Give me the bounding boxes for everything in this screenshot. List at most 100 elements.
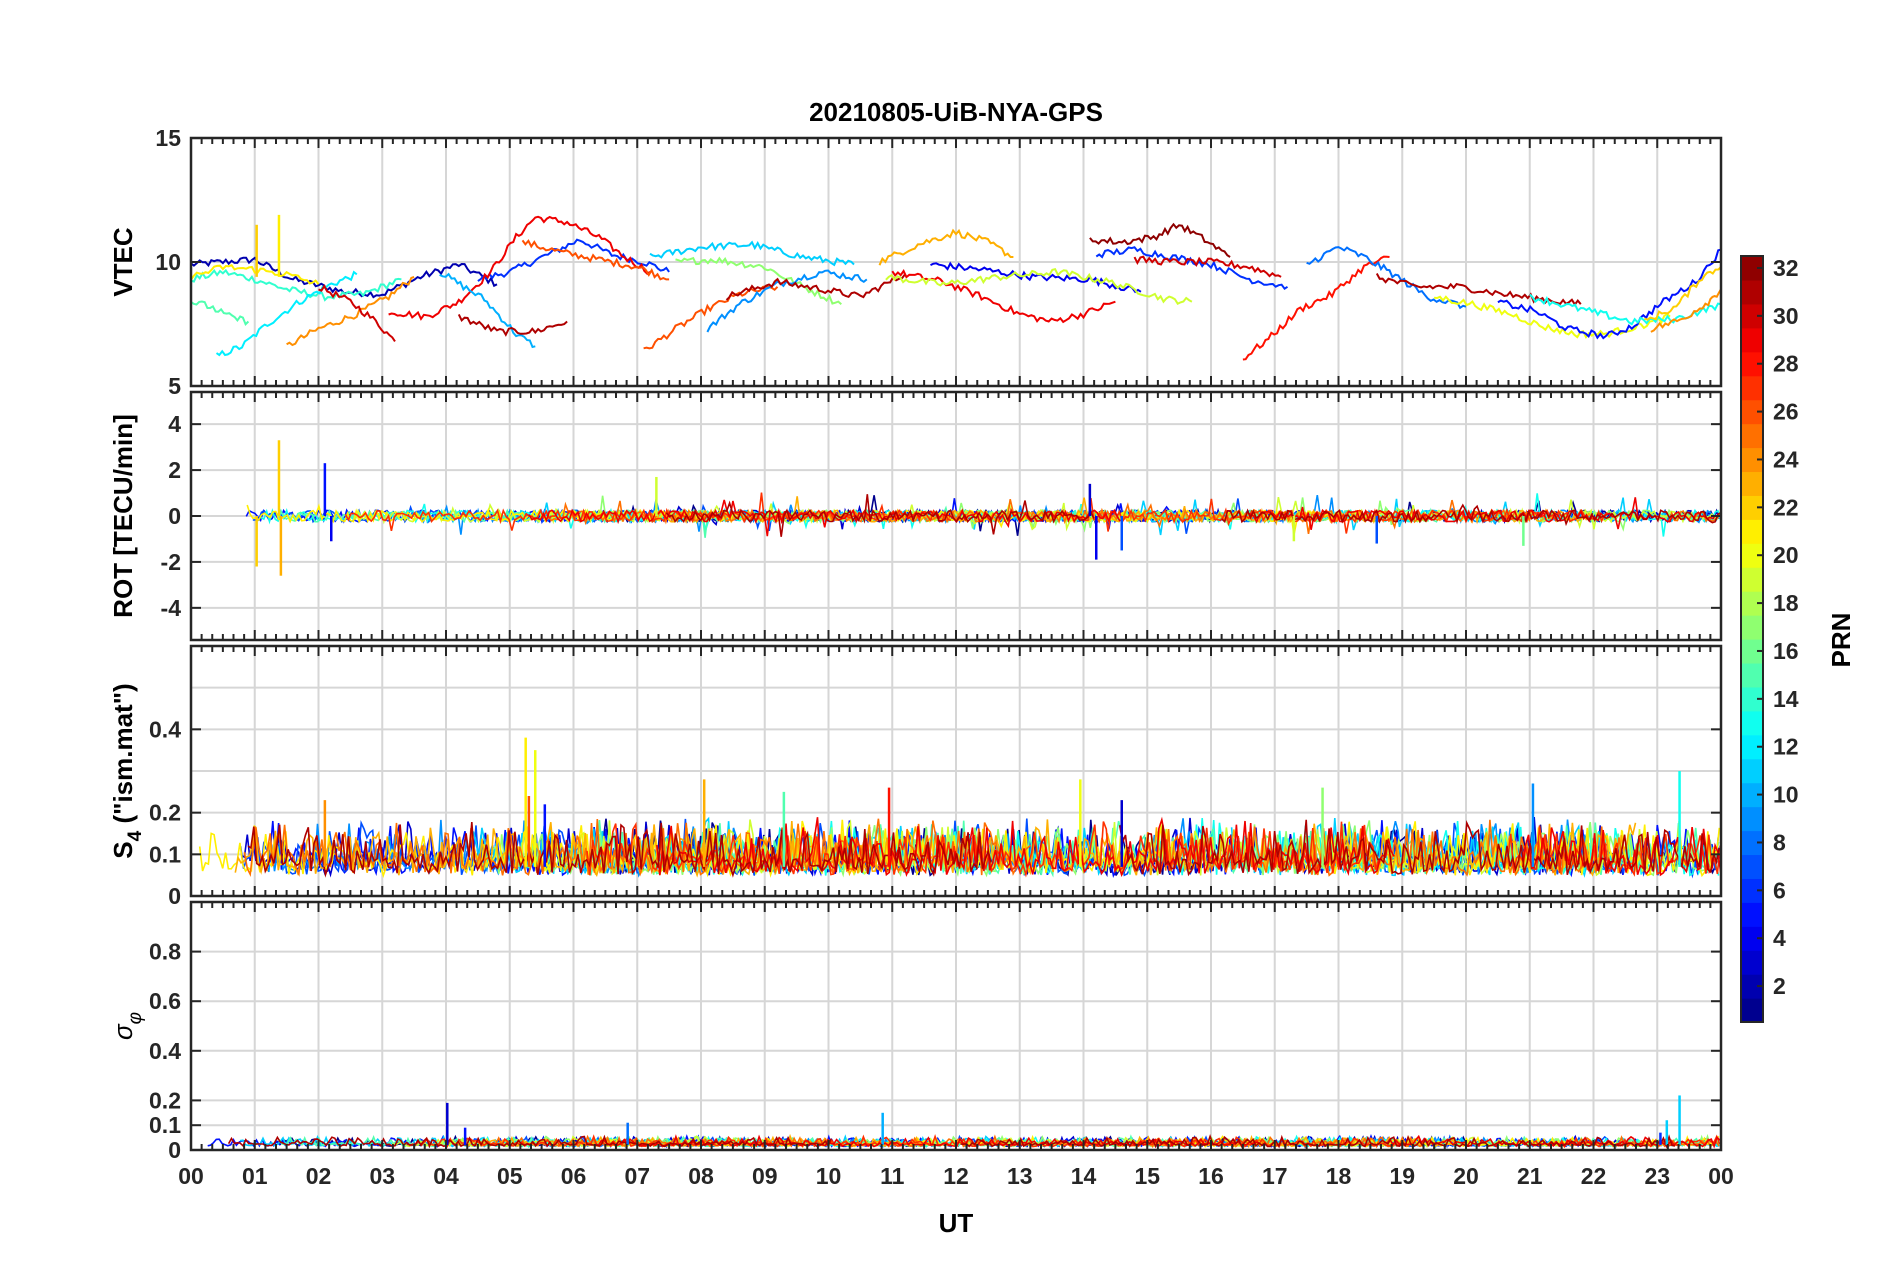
panel-ROT: -4 -2 0 2 4 ROT [TECU/min] [108,390,1723,642]
y-tick-label: 4 [168,411,181,437]
colorbar-swatch-prn-18 [1741,591,1763,616]
x-tick-label: 13 [1007,1163,1033,1189]
vtec-series-prn-12 [215,270,358,357]
colorbar-swatch-prn-30 [1741,303,1763,329]
x-tick-label: 19 [1389,1163,1415,1189]
x-tick-label: 05 [497,1163,523,1189]
y-tick-label: -2 [161,549,181,575]
y-tick-label: 10 [155,249,181,275]
colorbar-tick-label: 24 [1773,446,1799,472]
x-tick-label: 04 [433,1163,459,1189]
vtec-series-prn-24 [1650,288,1721,333]
colorbar-swatch-prn-13 [1741,710,1763,736]
x-tick-label: 22 [1581,1163,1607,1189]
x-tick-label: 16 [1198,1163,1224,1189]
trace-prn-29 [1386,1134,1721,1149]
vtec-series-prn-31 [457,313,568,337]
colorbar-swatch-prn-19 [1741,567,1763,592]
x-tick-label: 18 [1326,1163,1352,1189]
y-tick-label: 0 [168,1137,181,1163]
trace-prn-29 [656,816,1395,878]
y-tick-label: 2 [168,457,181,483]
x-tick-label: 23 [1644,1163,1670,1189]
colorbar-swatch-prn-24 [1741,447,1763,473]
vtec-series-prn-21 [191,263,320,285]
y-tick-label: 0.1 [149,1112,181,1138]
colorbar-tick-label: 32 [1773,255,1799,281]
x-tick-label: 21 [1517,1163,1543,1189]
x-tick-label: 08 [688,1163,714,1189]
vtec-series-prn-17 [675,256,842,305]
colorbar-tick-label: 28 [1773,351,1799,377]
colorbar-tick-label: 8 [1773,829,1786,855]
vtec-series-prn-20 [1434,295,1671,339]
y-tick-label: 0.1 [149,841,181,867]
vtec-series-prn-22 [1644,266,1721,321]
trace-prn-31 [227,1134,832,1149]
colorbar-swatch-prn-7 [1741,854,1763,879]
x-tick-label: 14 [1071,1163,1097,1189]
grid [191,138,1721,386]
colorbar-tick-label: 2 [1773,973,1786,999]
vtec-series-prn-23 [878,228,1014,266]
vtec-series-prn-10 [439,272,536,349]
colorbar-tick-label: 6 [1773,877,1786,903]
colorbar-tick-label: 14 [1773,686,1799,712]
x-tick-labels: 00 01 02 03 04 05 06 07 08 09 10 11 12 13 14 15 16 17 18 19… [178,1163,1734,1189]
x-tick-label: 09 [752,1163,778,1189]
colorbar-tick-label: 4 [1773,925,1786,951]
colorbar-tick-label: 10 [1773,782,1799,808]
vtec-series-prn-30 [318,284,396,342]
colorbar-swatch-prn-31 [1741,279,1763,305]
trace-prn-31 [1118,819,1721,877]
vtec-series-prn-26 [643,285,779,350]
y-tick-label: 0.4 [149,1038,181,1064]
colorbar-swatch-prn-14 [1741,686,1763,712]
y-tick-label: 0.2 [149,800,181,826]
x-tick-label: 11 [880,1163,905,1189]
x-ticks [190,392,1722,640]
colorbar-tick-label: 22 [1773,494,1799,520]
vtec-series-prn-19 [885,268,1193,305]
vtec-series-prn-8 [1306,246,1467,310]
trace-prn-27 [344,492,952,531]
y-tick-label: -4 [161,595,182,621]
panel-sigma_phi: 00.10.2 0.4 0.6 0.8 σφ [108,900,1723,1163]
vtec-series-prn-6 [477,238,670,282]
vtec-series-prn-24 [286,275,415,347]
panel-VTEC: 5 10 15 VTEC [108,125,1723,399]
y-tick-label: 0 [168,503,181,529]
series-group [198,737,1721,879]
y-axis-label: VTEC [108,227,138,297]
colorbar-swatch-prn-29 [1741,327,1763,353]
colorbar-label: PRN [1826,613,1856,668]
x-ticks [190,646,1722,896]
x-tick-label: 15 [1134,1163,1160,1189]
x-tick-label: 17 [1262,1163,1288,1189]
x-ticks [190,138,1722,386]
grid [191,902,1721,1150]
colorbar-swatch-prn-23 [1741,471,1763,496]
vtec-series-prn-32 [1089,222,1231,258]
colorbar-swatch-prn-17 [1741,615,1763,640]
colorbar-swatch-prn-4 [1741,926,1763,951]
colorbar-swatch-prn-27 [1741,375,1763,401]
colorbar-swatch-prn-28 [1741,351,1763,377]
colorbar-swatch-prn-15 [1741,662,1763,688]
x-ticks [190,902,1722,1150]
vtec-series-prn-14 [191,268,402,302]
colorbar-swatch-prn-11 [1741,758,1763,784]
colorbar-swatch-prn-1 [1741,998,1763,1023]
vtec-series-prn-26 [521,239,670,281]
x-tick-label: 06 [561,1163,587,1189]
colorbar-frame [1740,255,1764,1023]
x-tick-label: 12 [943,1163,969,1189]
y-axis-label: σφ [108,1012,146,1040]
colorbar-tick-label: 16 [1773,638,1799,664]
x-tick-label: 01 [242,1163,268,1189]
vtec-series-prn-4 [930,261,1142,294]
colorbar-swatch-prn-8 [1741,830,1763,856]
